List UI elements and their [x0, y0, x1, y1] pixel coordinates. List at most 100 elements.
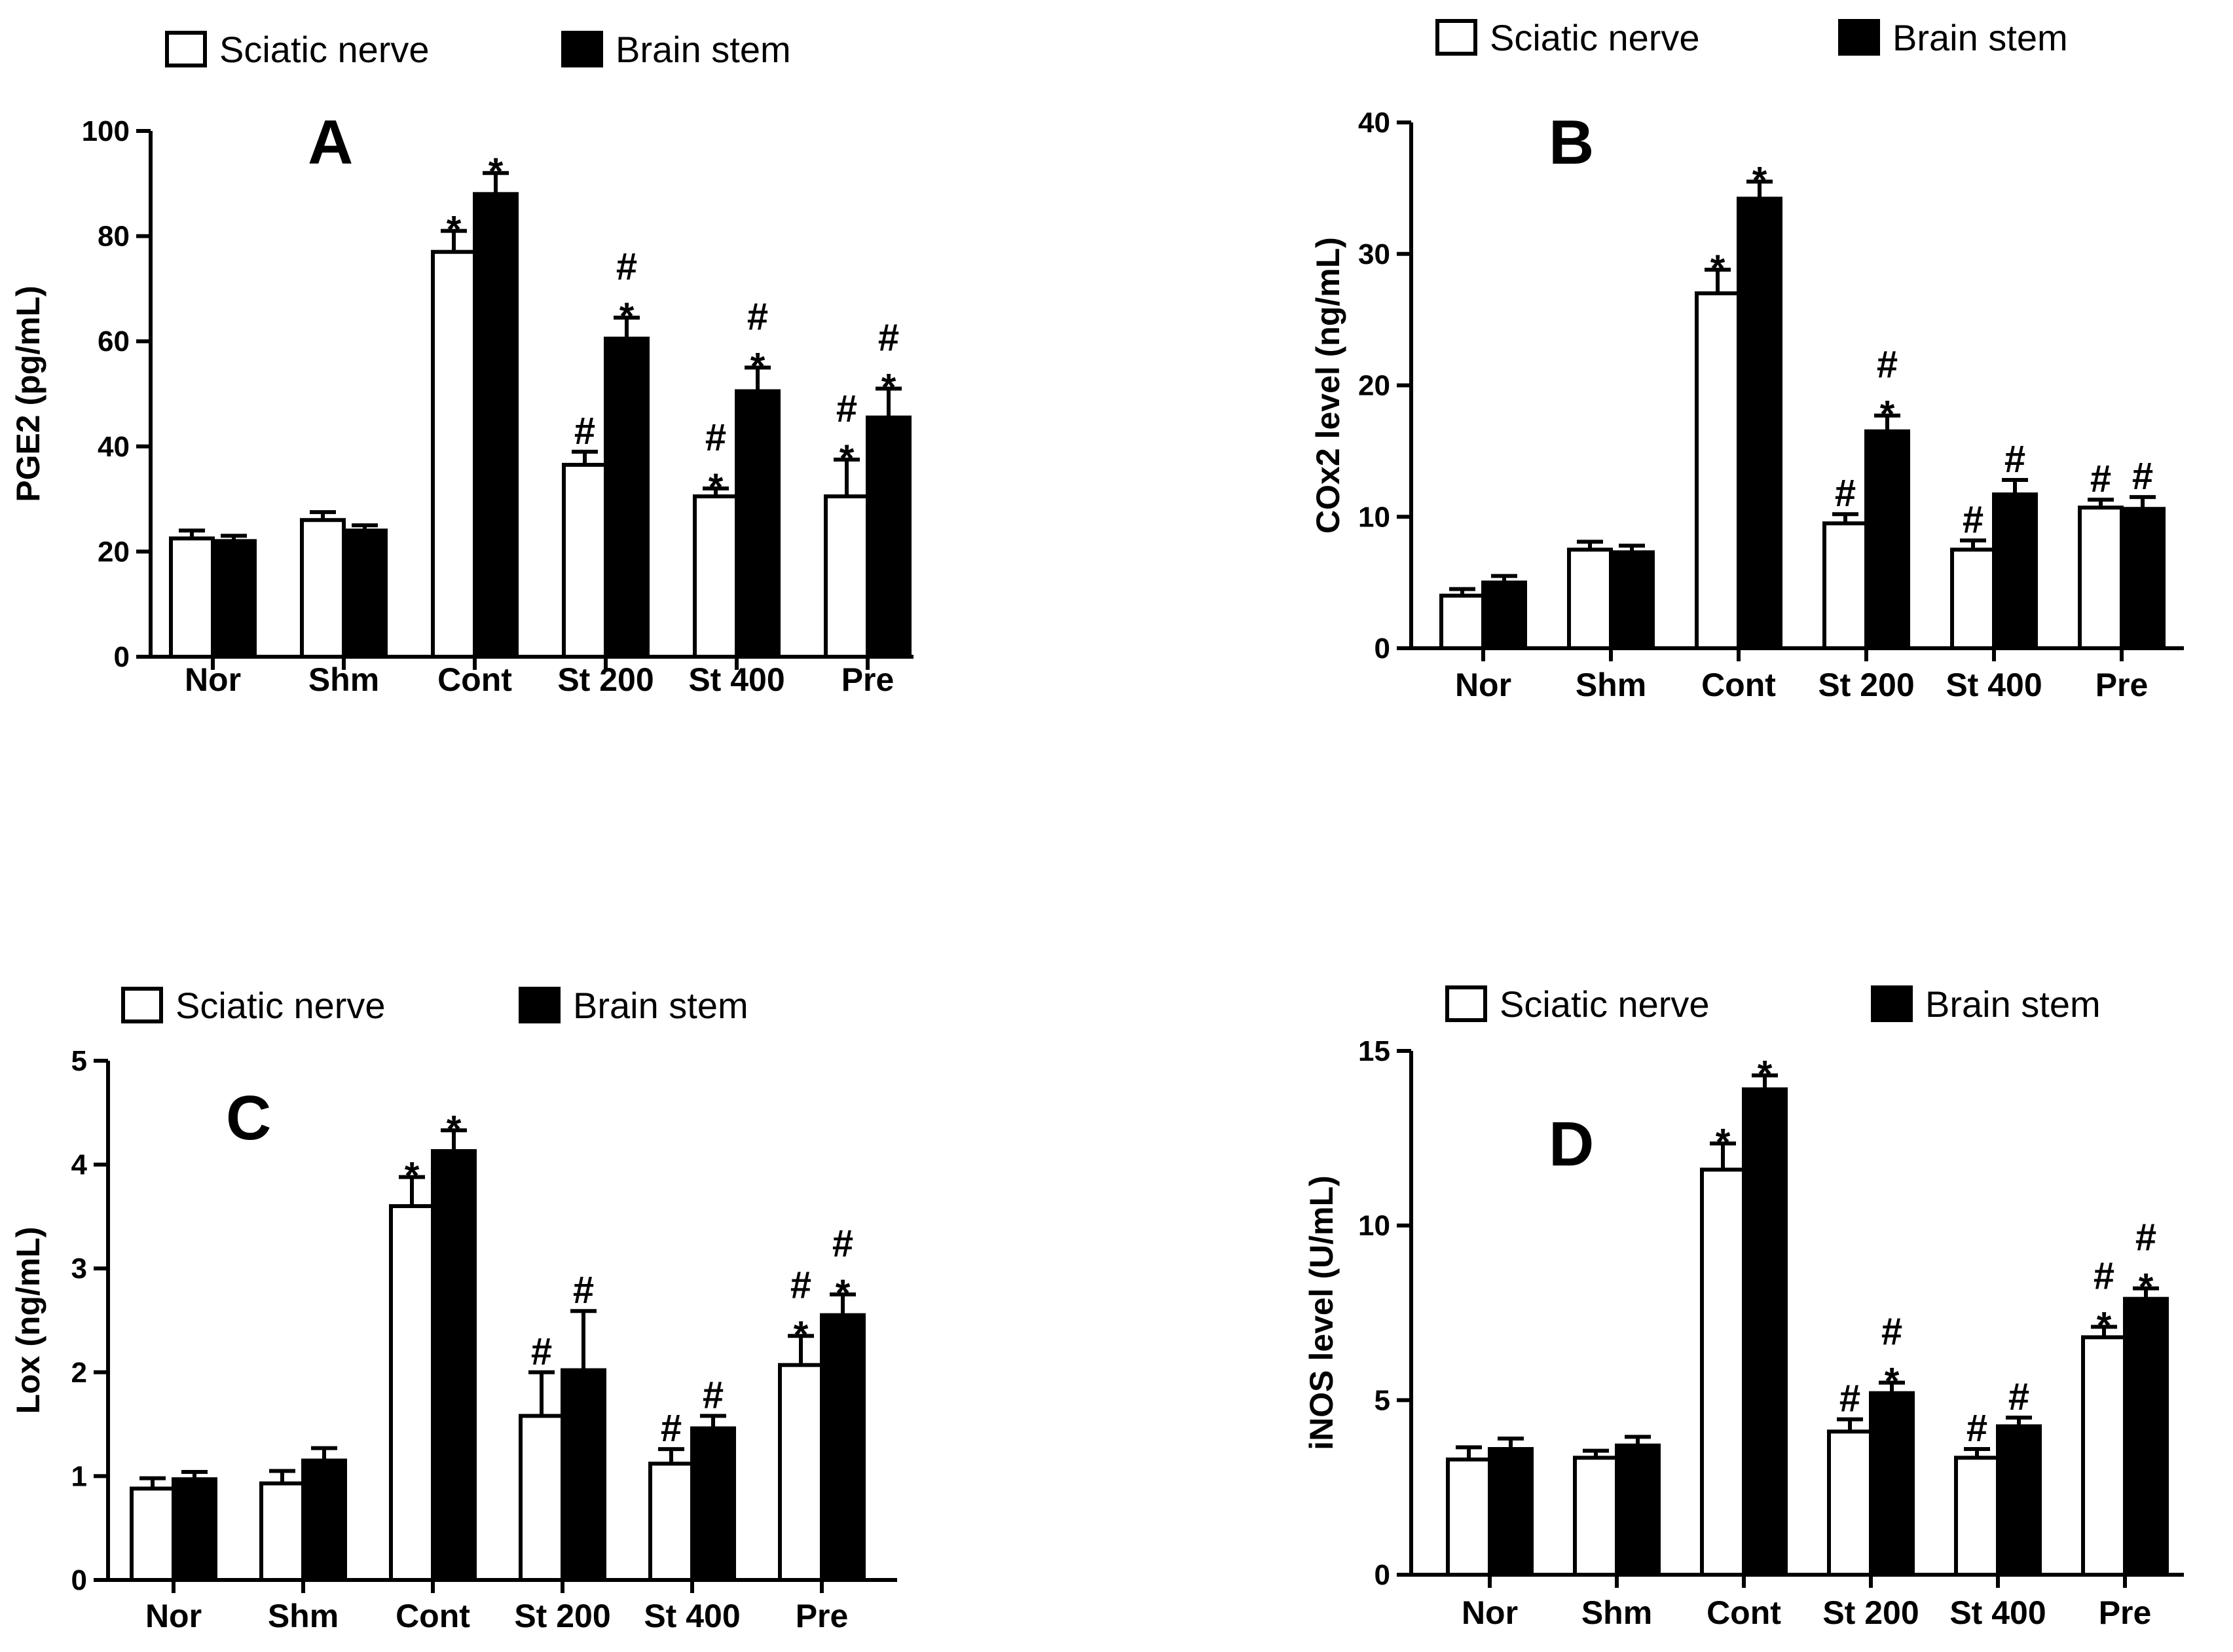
- bar-sciatic-nerve: [389, 1204, 435, 1583]
- y-axis-title: iNOS level (U/mL): [1303, 1175, 1340, 1450]
- x-tick-label: Shm: [308, 661, 379, 698]
- x-tick-label: Cont: [437, 661, 512, 698]
- bar-brain-stem: [342, 528, 388, 659]
- y-tick-label: 100: [82, 115, 130, 147]
- x-tick-label: St 400: [1946, 667, 2042, 703]
- significance-star: *: [750, 345, 766, 388]
- bar-brain-stem: [690, 1426, 736, 1583]
- panel-letter: C: [226, 1083, 271, 1153]
- legend-label: Brain stem: [1925, 983, 2101, 1025]
- y-tick-label: 60: [98, 325, 130, 358]
- significance-hash: #: [747, 295, 768, 338]
- y-tick-label: 5: [1375, 1384, 1390, 1416]
- y-tick-label: 10: [1358, 501, 1390, 533]
- bar-sciatic-nerve: [169, 536, 215, 659]
- bar-sciatic-nerve: [562, 462, 608, 659]
- significance-star: *: [1758, 1053, 1773, 1095]
- significance-hash: #: [531, 1331, 552, 1373]
- significance-star: *: [619, 295, 635, 338]
- bar-brain-stem: [1996, 1424, 2042, 1577]
- bar-sciatic-nerve: [259, 1481, 305, 1582]
- panel-letter: B: [1549, 107, 1594, 177]
- x-tick-label: St 400: [1949, 1594, 2046, 1631]
- x-tick-label: Shm: [268, 1598, 339, 1634]
- bar-brain-stem: [1869, 1391, 1915, 1577]
- x-tick-label: Cont: [1701, 667, 1776, 703]
- y-axis-title: PGE2 (pg/mL): [10, 285, 46, 502]
- significance-hash: #: [2090, 458, 2111, 500]
- bar-brain-stem: [473, 192, 519, 659]
- legend-swatch-brain-stem: [1871, 985, 1913, 1022]
- x-tick-label: Shm: [1576, 667, 1646, 703]
- y-axis-title: COx2 level (ng/mL): [1310, 237, 1346, 534]
- y-tick-label: 80: [98, 221, 130, 253]
- y-tick-label: 30: [1358, 238, 1390, 270]
- y-tick-label: 4: [71, 1149, 88, 1181]
- chart-panel-c: Sciatic nerve Brain stem C Lox (ng/mL) 0 1 2 3 4…: [10, 985, 897, 1634]
- significance-star: *: [794, 1313, 809, 1356]
- significance-star: *: [489, 151, 504, 193]
- y-tick-label: 0: [1375, 1559, 1390, 1591]
- y-tick-label: 2: [71, 1357, 87, 1389]
- x-tick-label: St 200: [1822, 1594, 1919, 1631]
- bar-sciatic-nerve: [519, 1414, 564, 1583]
- x-tick-label: Nor: [1462, 1594, 1518, 1631]
- significance-star: *: [447, 1108, 462, 1150]
- y-tick-label: 0: [1375, 633, 1390, 665]
- chart-panel-b: Sciatic nerve Brain stem B COx2 level (ng/m…: [1310, 17, 2184, 703]
- bar-brain-stem: [301, 1458, 347, 1583]
- significance-star: *: [1752, 159, 1767, 202]
- significance-hash: #: [1881, 1311, 1902, 1353]
- legend-label: Brain stem: [1892, 17, 2068, 58]
- significance-star: *: [1716, 1121, 1731, 1164]
- bar-sciatic-nerve: [300, 518, 346, 659]
- bar-brain-stem: [1488, 1447, 1534, 1577]
- bar-brain-stem: [211, 539, 257, 659]
- significance-hash: #: [703, 1374, 724, 1416]
- bar-brain-stem: [431, 1148, 477, 1583]
- bar-brain-stem: [172, 1477, 217, 1582]
- significance-star: *: [836, 1272, 851, 1315]
- bar-sciatic-nerve: [1567, 547, 1613, 650]
- y-tick-label: 20: [98, 536, 130, 568]
- y-tick-label: 20: [1358, 370, 1390, 402]
- x-tick-label: St 400: [644, 1598, 740, 1634]
- x-tick-label: Nor: [145, 1598, 202, 1634]
- bar-brain-stem: [1864, 429, 1910, 650]
- bar-sciatic-nerve: [648, 1461, 694, 1582]
- significance-hash: #: [2008, 1376, 2029, 1418]
- significance-hash: #: [616, 246, 637, 288]
- bar-brain-stem: [561, 1368, 606, 1582]
- bar-brain-stem: [2120, 507, 2166, 651]
- y-tick-label: 40: [1358, 107, 1390, 139]
- bar-brain-stem: [1481, 580, 1527, 650]
- bar-sciatic-nerve: [130, 1486, 175, 1582]
- legend-swatch-brain-stem: [561, 31, 603, 67]
- bar-brain-stem: [1737, 196, 1782, 650]
- y-tick-label: 1: [71, 1460, 87, 1492]
- bar-sciatic-nerve: [1950, 547, 1996, 650]
- significance-star: *: [1885, 1361, 1900, 1403]
- significance-star: *: [2097, 1304, 2112, 1347]
- bar-sciatic-nerve: [1822, 521, 1868, 650]
- significance-hash: #: [832, 1222, 853, 1265]
- bar-sciatic-nerve: [693, 494, 739, 659]
- legend-swatch-sciatic-nerve: [1445, 985, 1487, 1022]
- y-tick-label: 10: [1358, 1210, 1390, 1242]
- x-tick-label: St 200: [1818, 667, 1914, 703]
- x-tick-label: Pre: [796, 1598, 849, 1634]
- legend-label: Sciatic nerve: [1500, 983, 1710, 1025]
- y-tick-label: 5: [71, 1045, 87, 1077]
- x-tick-label: Nor: [1455, 667, 1511, 703]
- bar-sciatic-nerve: [1700, 1167, 1746, 1577]
- bar-brain-stem: [866, 415, 912, 659]
- x-tick-label: Cont: [396, 1598, 470, 1634]
- significance-star: *: [840, 437, 855, 480]
- x-tick-label: St 400: [688, 661, 784, 698]
- bar-sciatic-nerve: [824, 494, 870, 659]
- x-tick-label: St 200: [514, 1598, 610, 1634]
- panel-letter: D: [1549, 1109, 1594, 1179]
- significance-hash: #: [836, 388, 857, 430]
